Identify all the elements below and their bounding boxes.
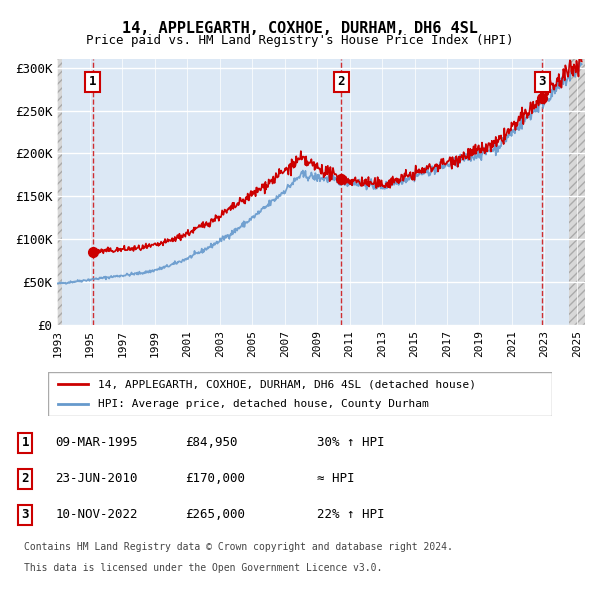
Text: This data is licensed under the Open Government Licence v3.0.: This data is licensed under the Open Gov… [24, 563, 382, 573]
Text: £170,000: £170,000 [185, 473, 245, 486]
Text: 10-NOV-2022: 10-NOV-2022 [55, 509, 138, 522]
Bar [569, 59, 585, 325]
Text: 1: 1 [89, 76, 97, 88]
Text: 1: 1 [22, 437, 29, 450]
Text: 2: 2 [22, 473, 29, 486]
Text: HPI: Average price, detached house, County Durham: HPI: Average price, detached house, Coun… [98, 399, 429, 408]
Text: 2: 2 [337, 76, 345, 88]
Bar [58, 59, 62, 325]
Text: £84,950: £84,950 [185, 437, 238, 450]
Text: 30% ↑ HPI: 30% ↑ HPI [317, 437, 385, 450]
Text: 09-MAR-1995: 09-MAR-1995 [55, 437, 138, 450]
Text: 3: 3 [538, 76, 546, 88]
Text: 14, APPLEGARTH, COXHOE, DURHAM, DH6 4SL: 14, APPLEGARTH, COXHOE, DURHAM, DH6 4SL [122, 21, 478, 35]
FancyBboxPatch shape [48, 372, 552, 416]
Text: 14, APPLEGARTH, COXHOE, DURHAM, DH6 4SL (detached house): 14, APPLEGARTH, COXHOE, DURHAM, DH6 4SL … [98, 379, 476, 389]
Text: Price paid vs. HM Land Registry's House Price Index (HPI): Price paid vs. HM Land Registry's House … [86, 34, 514, 47]
Text: 23-JUN-2010: 23-JUN-2010 [55, 473, 138, 486]
Text: 3: 3 [22, 509, 29, 522]
Text: Contains HM Land Registry data © Crown copyright and database right 2024.: Contains HM Land Registry data © Crown c… [24, 542, 453, 552]
Text: 22% ↑ HPI: 22% ↑ HPI [317, 509, 385, 522]
Text: ≈ HPI: ≈ HPI [317, 473, 355, 486]
Text: £265,000: £265,000 [185, 509, 245, 522]
